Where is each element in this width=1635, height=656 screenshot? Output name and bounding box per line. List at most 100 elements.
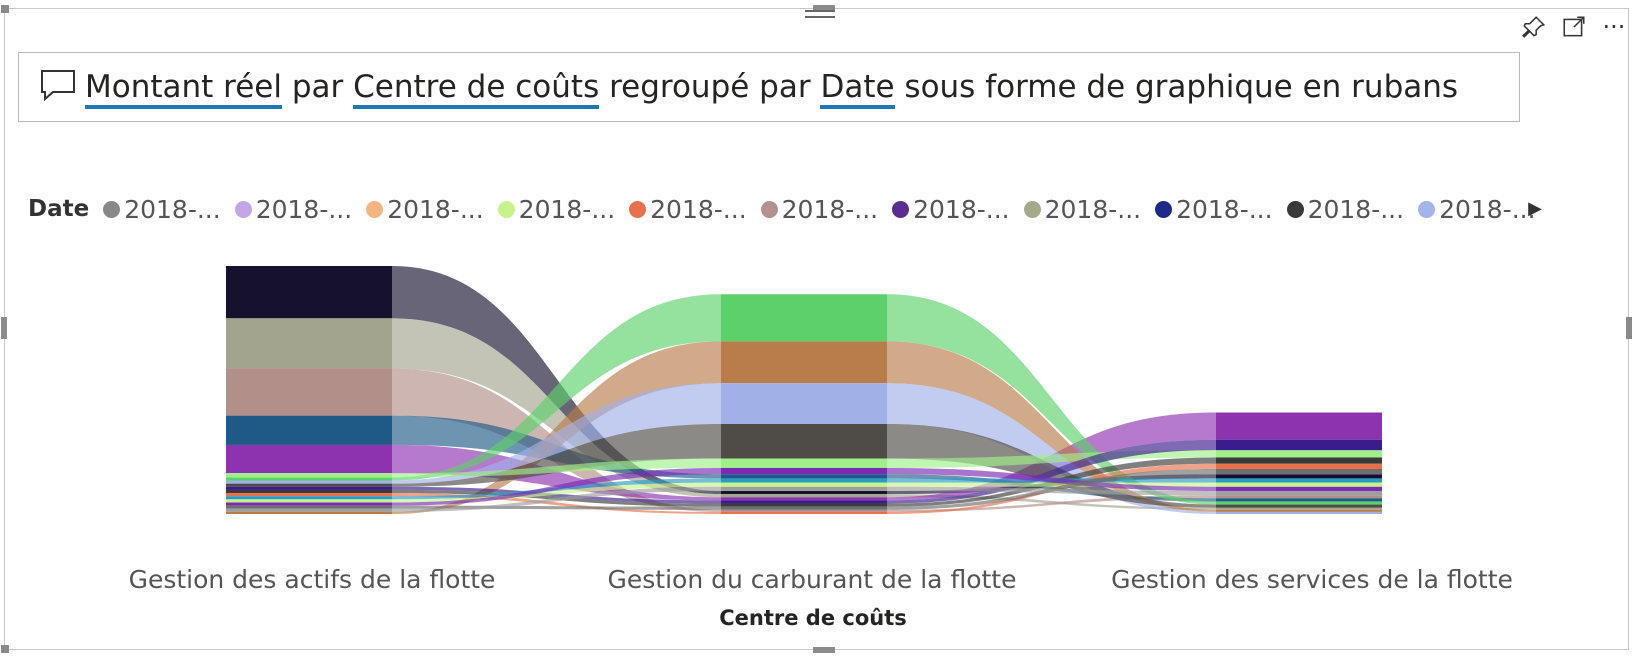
more-options-icon[interactable]: ··· <box>1602 13 1626 41</box>
ribbon[interactable] <box>392 424 721 487</box>
qa-question-text[interactable]: Montant réel par Centre de coûts regroup… <box>85 69 1458 109</box>
qa-measure[interactable]: Montant réel <box>85 69 282 109</box>
stack-segment[interactable] <box>721 500 887 504</box>
ribbon[interactable] <box>887 467 1216 491</box>
qa-category[interactable]: Centre de coûts <box>353 69 600 109</box>
stack-segment[interactable] <box>721 482 887 487</box>
stack-segment[interactable] <box>1216 463 1382 470</box>
ribbon[interactable] <box>392 493 721 514</box>
legend-item[interactable]: 2018-... <box>760 195 878 224</box>
resize-handle-middle-right[interactable] <box>1626 317 1632 339</box>
qa-series-field[interactable]: Date <box>820 69 895 109</box>
stack-segment[interactable] <box>1216 490 1382 496</box>
stack-segment[interactable] <box>721 294 887 342</box>
legend-next-arrow-icon[interactable]: ▶ <box>1528 198 1542 219</box>
stack-segment[interactable] <box>226 499 392 503</box>
ribbon[interactable] <box>887 439 1216 504</box>
ribbon[interactable] <box>392 383 721 484</box>
stack-segment[interactable] <box>1216 482 1382 487</box>
stack-segment[interactable] <box>226 505 392 509</box>
stack-segment[interactable] <box>226 511 392 514</box>
stack-segment[interactable] <box>226 502 392 506</box>
stack-segment[interactable] <box>1216 486 1382 491</box>
stack-segment[interactable] <box>721 486 887 491</box>
ribbon[interactable] <box>887 383 1216 514</box>
stack-segment[interactable] <box>1216 474 1382 479</box>
stack-segment[interactable] <box>1216 478 1382 483</box>
ribbon[interactable] <box>392 294 721 481</box>
ribbon[interactable] <box>887 424 1216 508</box>
stack-segment[interactable] <box>1216 511 1382 514</box>
resize-handle-bottom-middle[interactable] <box>813 647 835 653</box>
stack-segment[interactable] <box>226 473 392 478</box>
pin-icon[interactable] <box>1519 12 1549 42</box>
legend-item[interactable]: 2018-... <box>1286 195 1404 224</box>
stack-segment[interactable] <box>721 478 887 483</box>
stack-segment[interactable] <box>226 444 392 474</box>
stack-segment[interactable] <box>1216 439 1382 451</box>
stack-segment[interactable] <box>226 477 392 481</box>
stack-segment[interactable] <box>226 415 392 445</box>
stack-segment[interactable] <box>1216 501 1382 505</box>
stack-segment[interactable] <box>721 383 887 425</box>
stack-segment[interactable] <box>721 511 887 514</box>
qa-question-box[interactable]: Montant réel par Centre de coûts regroup… <box>18 52 1520 122</box>
legend-item[interactable]: 2018-... <box>629 195 747 224</box>
ribbon[interactable] <box>887 294 1216 505</box>
drag-grip-icon[interactable] <box>805 10 835 22</box>
stack-segment[interactable] <box>226 486 392 490</box>
ribbon[interactable] <box>887 486 1216 496</box>
stack-segment[interactable] <box>226 496 392 500</box>
legend-item[interactable]: 2018-... <box>1418 195 1536 224</box>
ribbon[interactable] <box>887 341 1216 512</box>
stack-segment[interactable] <box>721 474 887 479</box>
stack-segment[interactable] <box>721 490 887 495</box>
legend-item[interactable]: 2018-... <box>497 195 615 224</box>
stack-segment[interactable] <box>721 341 887 384</box>
stack-segment[interactable] <box>1216 457 1382 464</box>
stack-segment[interactable] <box>1216 412 1382 440</box>
resize-handle-bottom-left[interactable] <box>1 645 9 653</box>
stack-segment[interactable] <box>721 458 887 468</box>
ribbon[interactable] <box>392 486 721 504</box>
ribbon[interactable] <box>392 486 721 512</box>
ribbon[interactable] <box>392 266 721 495</box>
stack-segment[interactable] <box>226 368 392 416</box>
stack-segment[interactable] <box>1216 495 1382 499</box>
stack-segment[interactable] <box>721 506 887 510</box>
legend-item[interactable]: 2018-... <box>1155 195 1273 224</box>
stack-segment[interactable] <box>1216 498 1382 502</box>
legend-item[interactable]: 2018-... <box>234 195 352 224</box>
stack-segment[interactable] <box>226 489 392 494</box>
legend-item[interactable]: 2018-... <box>366 195 484 224</box>
focus-mode-icon[interactable] <box>1559 12 1589 42</box>
legend-item[interactable]: 2018-... <box>103 195 221 224</box>
stack-segment[interactable] <box>226 508 392 512</box>
stack-segment[interactable] <box>1216 450 1382 458</box>
legend-item[interactable]: 2018-... <box>1023 195 1141 224</box>
ribbon[interactable] <box>392 458 721 478</box>
stack-segment[interactable] <box>1216 469 1382 475</box>
ribbon[interactable] <box>392 341 721 514</box>
stack-segment[interactable] <box>226 318 392 369</box>
stack-segment[interactable] <box>226 266 392 319</box>
stack-segment[interactable] <box>1216 504 1382 508</box>
stack-segment[interactable] <box>1216 509 1382 512</box>
stack-segment[interactable] <box>1216 507 1382 510</box>
stack-segment[interactable] <box>721 467 887 475</box>
stack-segment[interactable] <box>226 483 392 487</box>
ribbon[interactable] <box>392 467 721 506</box>
stack-segment[interactable] <box>226 480 392 484</box>
legend-item[interactable]: 2018-... <box>892 195 1010 224</box>
resize-handle-top-middle[interactable] <box>813 5 835 11</box>
stack-segment[interactable] <box>226 493 392 497</box>
ribbon[interactable] <box>887 494 1216 510</box>
stack-segment[interactable] <box>721 424 887 459</box>
ribbon[interactable] <box>392 482 721 503</box>
stack-segment[interactable] <box>721 503 887 507</box>
resize-handle-top-left[interactable] <box>1 5 9 13</box>
resize-handle-middle-left[interactable] <box>1 317 7 339</box>
stack-segment[interactable] <box>721 497 887 501</box>
stack-segment[interactable] <box>721 509 887 512</box>
stack-segment[interactable] <box>721 494 887 498</box>
